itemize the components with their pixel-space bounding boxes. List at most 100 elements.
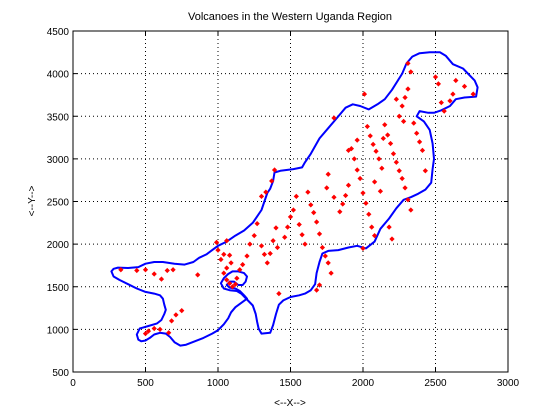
x-axis-label: <--X-->: [274, 398, 306, 409]
volcano-point: [118, 267, 124, 273]
volcano-point: [134, 267, 140, 274]
volcano-point: [399, 103, 405, 109]
volcano-point: [158, 276, 165, 282]
volcano-point: [411, 120, 417, 126]
volcano-points: [118, 60, 476, 337]
volcano-point: [142, 267, 149, 273]
volcano-point: [258, 193, 265, 200]
volcano-point: [461, 83, 468, 90]
volcano-point: [263, 189, 269, 195]
volcano-point: [229, 284, 236, 290]
x-tick-label: 1500: [279, 378, 302, 389]
volcano-point: [293, 193, 299, 200]
volcano-point: [232, 281, 239, 287]
volcano-point: [273, 225, 279, 231]
volcano-point: [325, 171, 331, 177]
volcano-point: [302, 241, 308, 247]
volcano-point: [364, 123, 370, 130]
volcano-point: [240, 261, 246, 268]
volcano-point: [237, 267, 243, 273]
volcano-point: [251, 232, 257, 239]
volcano-point: [390, 151, 397, 157]
volcano-point: [299, 232, 305, 238]
volcano-point: [470, 91, 476, 97]
volcano-point: [215, 247, 221, 253]
y-tick-label: 500: [52, 368, 69, 379]
y-tick-labels: 500 1000 1500 2000 2500 3000 3500 4000 4500: [47, 27, 70, 379]
volcano-point: [393, 96, 399, 102]
volcano-point: [244, 253, 250, 259]
volcano-point: [261, 251, 268, 257]
chart-title: Volcanoes in the Western Uganda Region: [188, 11, 392, 23]
volcano-point: [402, 94, 408, 101]
volcano-point: [224, 265, 230, 271]
volcano-point: [396, 113, 402, 119]
volcano-point: [313, 287, 320, 293]
volcano-point: [408, 69, 414, 75]
volcano-point: [145, 328, 152, 334]
y-tick-label: 2000: [47, 240, 70, 251]
volcano-point: [226, 280, 233, 286]
y-tick-label: 4000: [47, 70, 70, 81]
y-tick-label: 3500: [47, 112, 70, 123]
volcano-point: [282, 234, 288, 240]
volcano-point: [290, 207, 297, 213]
volcano-point: [296, 221, 302, 228]
volcano-point: [371, 232, 378, 239]
volcano-point: [389, 236, 395, 242]
volcano-point: [447, 98, 453, 104]
volcano-point: [331, 194, 337, 200]
volcano-point: [247, 241, 253, 247]
y-tick-label: 1000: [47, 325, 70, 336]
volcano-point: [316, 282, 323, 288]
volcano-point: [405, 60, 411, 67]
volcano-point: [377, 188, 384, 194]
volcano-point: [224, 238, 230, 244]
volcano-point: [432, 74, 439, 80]
volcano-point: [319, 244, 326, 251]
volcano-point: [151, 325, 157, 332]
volcano-point: [408, 207, 414, 213]
volcano-point: [340, 201, 346, 207]
volcano-point: [399, 175, 405, 182]
volcano-point: [360, 190, 366, 196]
volcano-point: [325, 260, 331, 266]
volcano-point: [348, 146, 355, 152]
y-axis-label: <--Y-->: [27, 185, 38, 216]
volcano-point: [331, 115, 337, 121]
volcano-point: [342, 192, 349, 199]
x-tick-label: 2500: [424, 378, 447, 389]
volcano-point: [351, 156, 357, 162]
volcano-point: [386, 224, 392, 230]
volcano-point: [435, 81, 442, 87]
volcano-point: [311, 209, 317, 216]
volcano-point: [360, 245, 366, 252]
x-tick-labels: 0 500 1000 1500 2000 2500 3000: [70, 378, 519, 389]
volcano-point: [173, 312, 179, 318]
volcano-point: [170, 267, 176, 273]
volcano-point: [354, 167, 360, 173]
volcano-point: [416, 139, 423, 145]
volcano-point: [254, 221, 260, 227]
volcano-point: [380, 135, 386, 142]
volcano-point: [221, 251, 227, 257]
volcano-point: [274, 244, 281, 251]
volcano-point: [385, 132, 391, 138]
volcano-point: [195, 272, 201, 278]
volcano-point: [234, 275, 240, 281]
x-tick-label: 3000: [497, 378, 520, 389]
volcano-point: [142, 331, 149, 337]
volcano-point: [419, 147, 426, 153]
volcano-point: [166, 330, 172, 336]
axis-ticks: [72, 30, 509, 373]
volcano-point: [405, 86, 411, 92]
volcano-point: [284, 224, 291, 230]
volcano-point: [168, 318, 175, 324]
volcano-point: [305, 189, 311, 195]
volcano-point: [450, 91, 456, 97]
volcano-point: [379, 165, 385, 171]
volcano-point: [363, 200, 369, 206]
x-tick-label: 1000: [207, 378, 230, 389]
volcano-point: [271, 167, 278, 173]
